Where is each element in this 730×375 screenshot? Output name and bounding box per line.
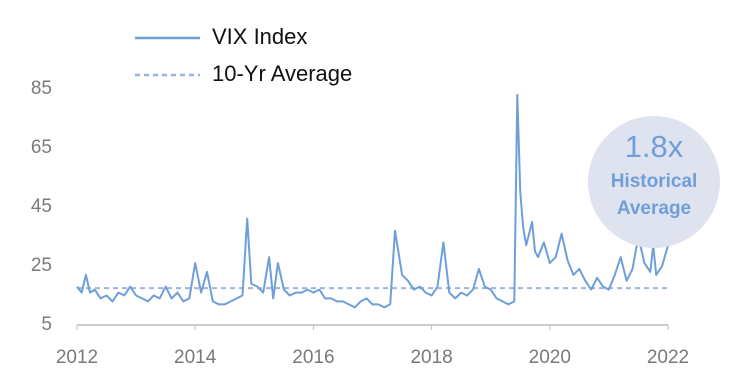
y-tick-label: 65 [31, 137, 52, 158]
x-tick-label: 2012 [56, 347, 98, 368]
legend-label: VIX Index [212, 24, 307, 49]
annotation-bubble [588, 116, 720, 248]
annotation-text: Average [617, 198, 691, 219]
annotation-value: 1.8x [625, 129, 684, 164]
y-tick-label: 45 [31, 196, 52, 217]
y-tick-label: 85 [31, 78, 52, 99]
vix-line [76, 93, 669, 309]
x-tick-label: 2020 [529, 347, 571, 368]
x-tick-label: 2022 [647, 347, 689, 368]
x-tick-label: 2018 [410, 347, 452, 368]
y-tick-label: 25 [31, 255, 52, 276]
y-tick-label: 5 [41, 314, 52, 335]
x-tick-label: 2016 [292, 347, 334, 368]
x-tick-label: 2014 [174, 347, 217, 368]
annotation-text: Historical [611, 171, 698, 192]
legend-label: 10-Yr Average [212, 61, 352, 86]
